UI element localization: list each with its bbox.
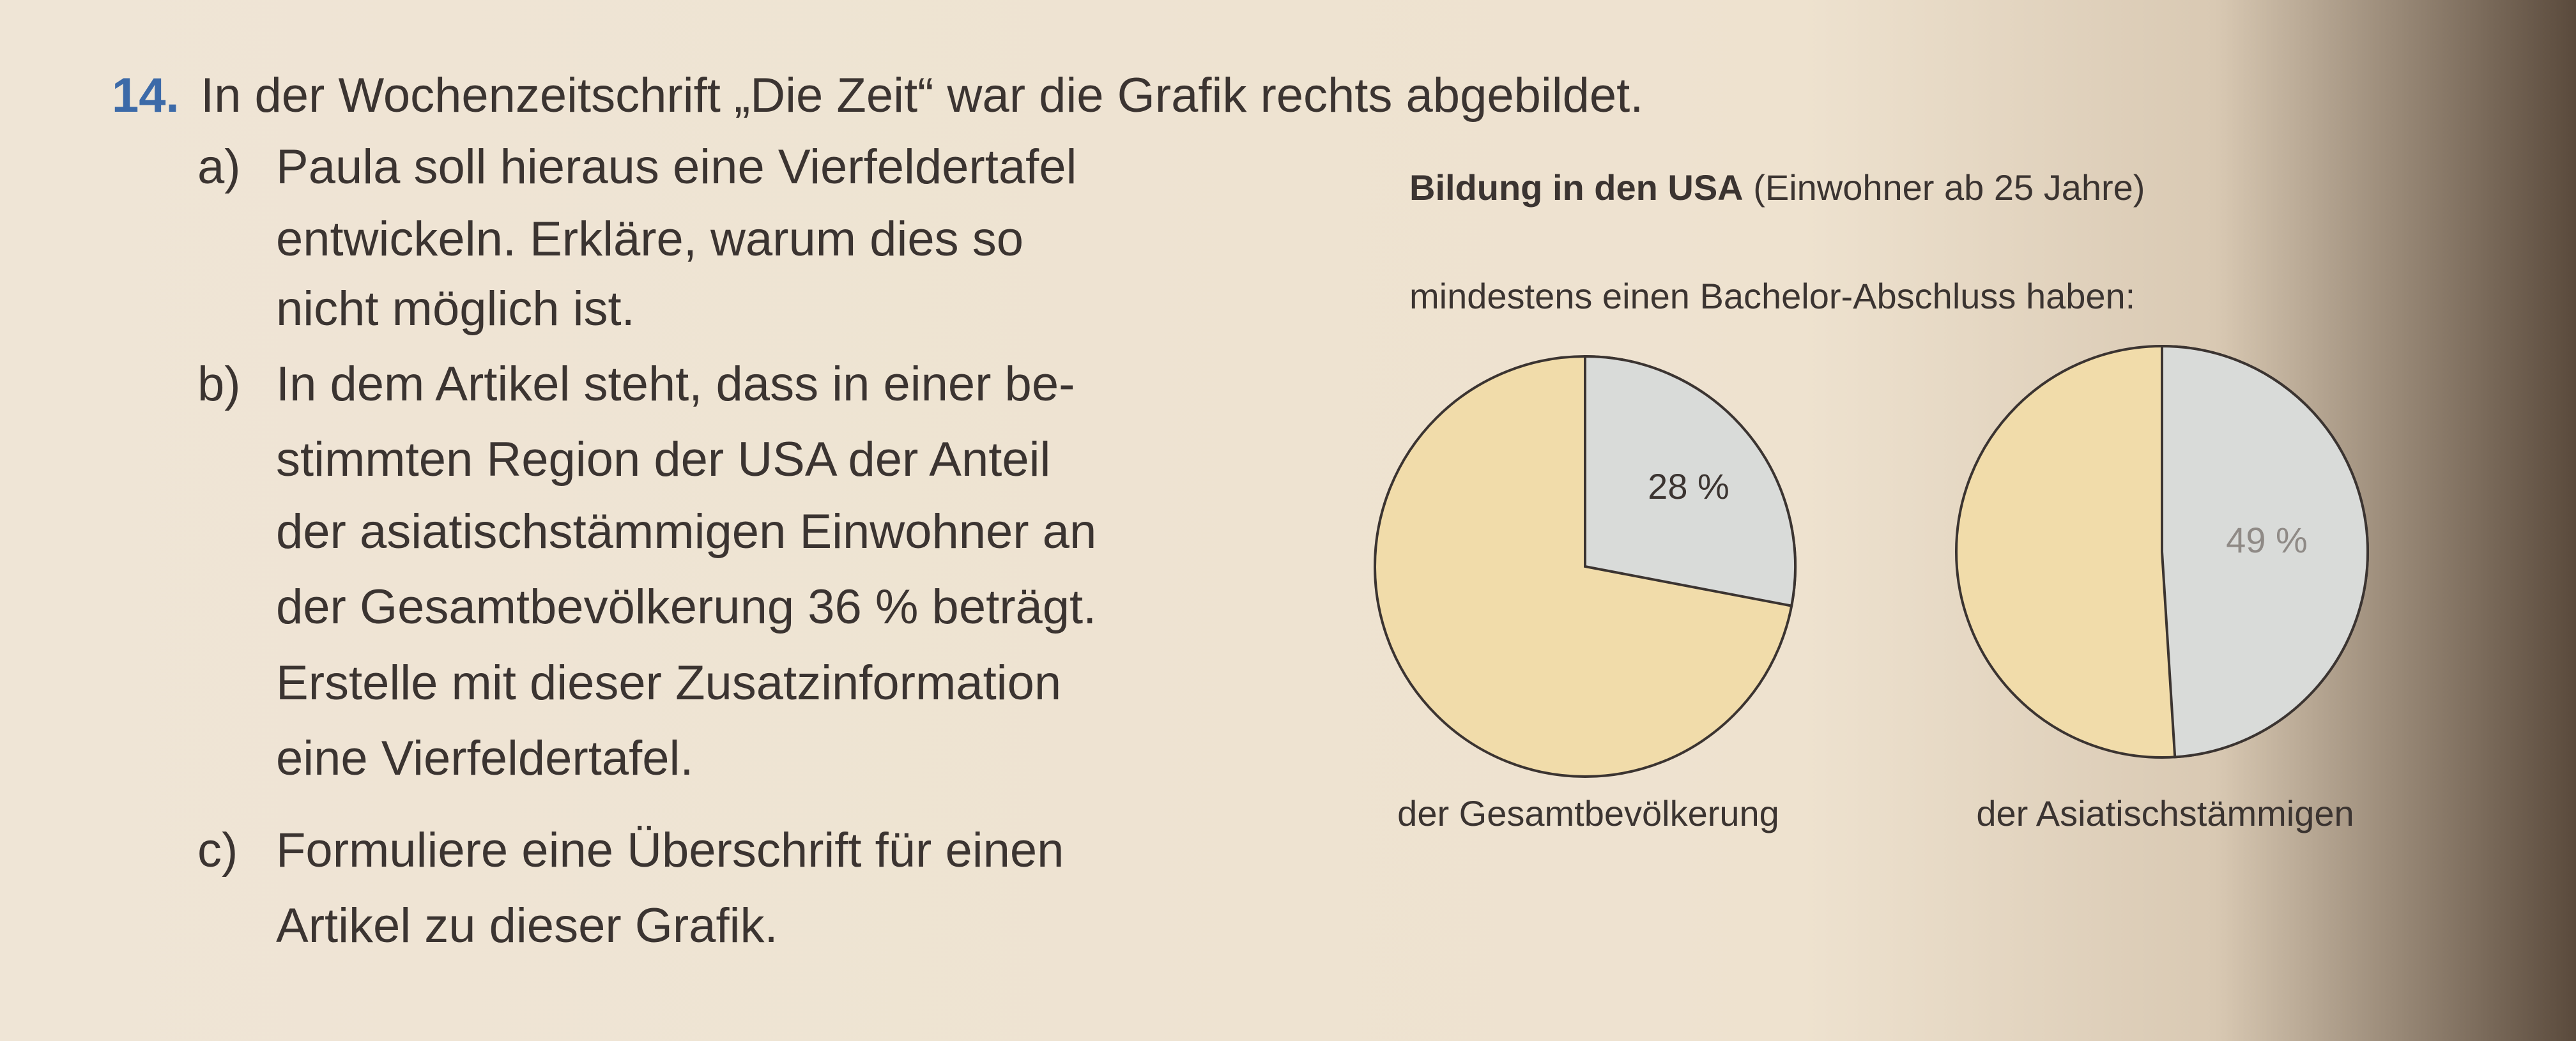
chart: Bildung in den USA (Einwohner ab 25 Jahr… — [1374, 167, 2369, 833]
task-line: Erstelle mit dieser Zusatzinformation — [276, 656, 1061, 710]
chart-title-line: Bildung in den USA (Einwohner ab 25 Jahr… — [1409, 167, 2145, 208]
task-line: In dem Artikel steht, dass in einer be- — [276, 357, 1075, 411]
exercise-number: 14. — [112, 68, 180, 123]
pie-caption: der Gesamtbevölkerung — [1397, 793, 1779, 833]
exercise-intro: In der Wochenzeitschrift „Die Zeit“ war … — [201, 68, 1643, 123]
task-line: entwickeln. Erkläre, warum dies so — [276, 212, 1023, 266]
exercise: 14. In der Wochenzeitschrift „Die Zeit“ … — [112, 68, 1643, 953]
task-line: Paula soll hieraus eine Vierfeldertafel — [276, 140, 1077, 194]
task-line: Artikel zu dieser Grafik. — [276, 899, 778, 953]
task-line: der asiatischstämmigen Einwohner an — [276, 505, 1096, 559]
task-line: eine Vierfeldertafel. — [276, 731, 693, 786]
pie-wedge — [2161, 344, 2369, 759]
task-line: stimmten Region der USA der Anteil — [276, 432, 1050, 487]
chart-title-note: (Einwohner ab 25 Jahre) — [1753, 167, 2145, 208]
task-line: der Gesamtbevölkerung 36 % beträgt. — [276, 580, 1096, 634]
pie-wedge — [1584, 354, 1797, 607]
task-label: b) — [197, 357, 241, 411]
task-line: nicht möglich ist. — [276, 282, 635, 336]
chart-subtitle: mindestens einen Bachelor-Abschluss habe… — [1409, 276, 2135, 316]
task-label: c) — [197, 823, 238, 878]
task-line: Formuliere eine Überschrift für einen — [276, 823, 1064, 878]
task-label: a) — [197, 140, 241, 194]
chart-title: Bildung in den USA — [1409, 167, 1744, 208]
pie-value-label: 28 % — [1648, 466, 1729, 506]
pie-caption: der Asiatischstämmigen — [1976, 793, 2354, 833]
pie-value-label: 49 % — [2226, 520, 2308, 560]
